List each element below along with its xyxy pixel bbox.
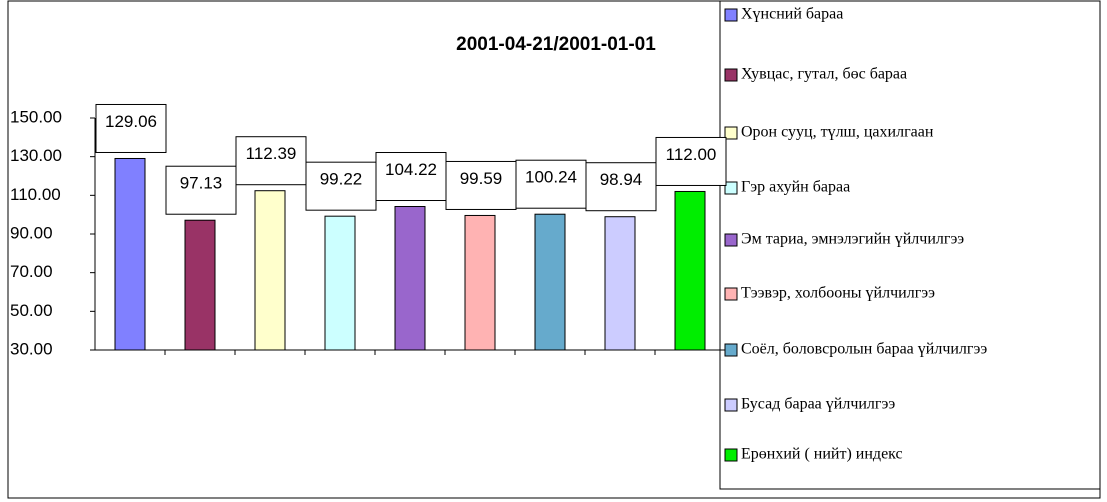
data-label-box — [235, 136, 307, 186]
data-label: 129.06 — [105, 112, 157, 131]
legend-label: Орон сууц, түлш, цахилгаан — [741, 124, 934, 141]
legend-label: Хувцас, гутал, бөс бараа — [741, 66, 907, 83]
data-label-box — [585, 162, 657, 212]
bar — [534, 213, 566, 351]
legend-label: Бусад бараа үйлчилгээ — [741, 396, 895, 413]
y-tick-label: 90.00 — [10, 223, 53, 242]
y-tick-label: 150.00 — [10, 107, 62, 126]
legend-label: Эм тариа, эмнэлэгийн үйлчилгээ — [741, 231, 964, 248]
legend-label: Соёл, боловсролын бараа үйлчилгээ — [741, 341, 987, 358]
bar — [184, 219, 216, 351]
legend-swatch — [724, 343, 738, 357]
data-label: 99.22 — [320, 170, 363, 189]
legend-box — [719, 0, 1101, 490]
legend-swatch — [724, 233, 738, 247]
bar — [394, 206, 426, 351]
y-tick-label: 110.00 — [10, 185, 61, 204]
legend-label: Ерөнхий ( нийт) индекс — [741, 446, 903, 463]
data-label-box — [655, 136, 727, 186]
y-tick-label: 50.00 — [10, 301, 53, 320]
bar — [464, 214, 496, 351]
legend-swatch — [724, 448, 738, 462]
legend-swatch — [724, 126, 738, 140]
data-label: 100.24 — [525, 168, 577, 187]
legend-label: Гэр ахуйн бараа — [741, 179, 850, 196]
bar — [114, 157, 146, 351]
legend-swatch — [724, 287, 738, 301]
y-tick-label: 70.00 — [10, 262, 53, 281]
bar — [254, 190, 286, 351]
bar — [674, 190, 706, 351]
data-label-box — [95, 103, 167, 153]
data-label: 97.13 — [180, 174, 223, 193]
bar — [604, 216, 636, 351]
data-label-box — [445, 160, 517, 210]
data-label-box — [165, 165, 237, 215]
bar — [324, 215, 356, 351]
data-label-box — [305, 161, 377, 211]
y-tick-label: 130.00 — [10, 146, 62, 165]
data-label: 104.22 — [385, 160, 437, 179]
legend-label: Хүнсний бараа — [741, 6, 843, 23]
data-label: 112.39 — [246, 144, 297, 163]
legend-swatch — [724, 8, 738, 22]
y-tick-label: 30.00 — [10, 339, 53, 358]
legend-swatch — [724, 68, 738, 82]
data-label: 98.94 — [600, 170, 643, 189]
chart-title: 2001-04-21/2001-01-01 — [456, 34, 656, 55]
legend-swatch — [724, 398, 738, 412]
legend-swatch — [724, 181, 738, 195]
data-label: 112.00 — [666, 145, 717, 164]
data-label: 99.59 — [460, 169, 503, 188]
legend-label: Тээвэр, холбооны үйлчилгээ — [741, 285, 935, 302]
